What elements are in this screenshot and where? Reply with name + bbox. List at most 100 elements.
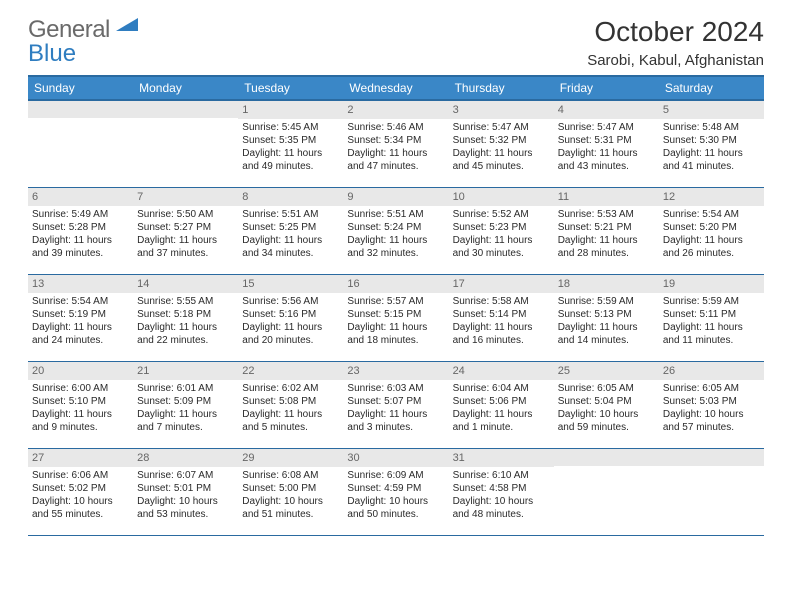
sunrise-text: Sunrise: 5:59 AM <box>558 295 655 308</box>
daylight-text: Daylight: 11 hours and 11 minutes. <box>663 321 760 347</box>
sunset-text: Sunset: 4:59 PM <box>347 482 444 495</box>
day-number: 27 <box>28 449 133 467</box>
sunrise-text: Sunrise: 6:01 AM <box>137 382 234 395</box>
weekday-header: Wednesday <box>343 77 448 99</box>
sunset-text: Sunset: 5:30 PM <box>663 134 760 147</box>
day-number: 22 <box>238 362 343 380</box>
daylight-text: Daylight: 11 hours and 3 minutes. <box>347 408 444 434</box>
day-number: 15 <box>238 275 343 293</box>
sunset-text: Sunset: 5:21 PM <box>558 221 655 234</box>
sunset-text: Sunset: 5:02 PM <box>32 482 129 495</box>
sunset-text: Sunset: 5:31 PM <box>558 134 655 147</box>
sunset-text: Sunset: 5:18 PM <box>137 308 234 321</box>
day-cell: 14 Sunrise: 5:55 AMSunset: 5:18 PMDayligh… <box>133 275 238 361</box>
daylight-text: Daylight: 10 hours and 53 minutes. <box>137 495 234 521</box>
day-cell: 16Sunrise: 5:57 AMSunset: 5:15 PMDayligh… <box>343 275 448 361</box>
sunset-text: Sunset: 5:34 PM <box>347 134 444 147</box>
day-cell: 2Sunrise: 5:46 AMSunset: 5:34 PMDaylight… <box>343 101 448 187</box>
sunset-text: Sunset: 5:07 PM <box>347 395 444 408</box>
sunset-text: Sunset: 5:11 PM <box>663 308 760 321</box>
sunset-text: Sunset: 5:19 PM <box>32 308 129 321</box>
day-number <box>133 101 238 118</box>
day-cell: 24Sunrise: 6:04 AMSunset: 5:06 PMDayligh… <box>449 362 554 448</box>
daylight-text: Daylight: 11 hours and 47 minutes. <box>347 147 444 173</box>
weeks-container: 1Sunrise: 5:45 AMSunset: 5:35 PMDaylight… <box>28 101 764 536</box>
sunrise-text: Sunrise: 5:52 AM <box>453 208 550 221</box>
day-cell: 1Sunrise: 5:45 AMSunset: 5:35 PMDaylight… <box>238 101 343 187</box>
weekday-header-row: SundayMondayTuesdayWednesdayThursdayFrid… <box>28 75 764 101</box>
daylight-text: Daylight: 10 hours and 48 minutes. <box>453 495 550 521</box>
sunset-text: Sunset: 5:13 PM <box>558 308 655 321</box>
daylight-text: Daylight: 11 hours and 30 minutes. <box>453 234 550 260</box>
day-cell <box>28 101 133 187</box>
sunset-text: Sunset: 5:28 PM <box>32 221 129 234</box>
logo: General Blue <box>28 18 138 66</box>
sunset-text: Sunset: 5:09 PM <box>137 395 234 408</box>
sunrise-text: Sunrise: 5:51 AM <box>242 208 339 221</box>
sunrise-text: Sunrise: 5:51 AM <box>347 208 444 221</box>
sunset-text: Sunset: 4:58 PM <box>453 482 550 495</box>
week-row: 27 Sunrise: 6:06 AMSunset: 5:02 PM Dayligh… <box>28 449 764 536</box>
day-cell: 3Sunrise: 5:47 AMSunset: 5:32 PMDaylight… <box>449 101 554 187</box>
day-cell <box>133 101 238 187</box>
sunrise-text: Sunrise: 5:54 AM <box>663 208 760 221</box>
sunset-text: Sunset: 5:25 PM <box>242 221 339 234</box>
sunrise-text: Sunrise: 6:10 AM <box>453 469 550 482</box>
sunrise-text: Sunrise: 6:08 AM <box>242 469 339 482</box>
weekday-header: Sunday <box>28 77 133 99</box>
day-cell: 25Sunrise: 6:05 AMSunset: 5:04 PMDayligh… <box>554 362 659 448</box>
day-number <box>28 101 133 118</box>
top-bar: General Blue October 2024 Sarobi, Kabul,… <box>28 18 764 69</box>
logo-word2: Blue <box>28 40 76 67</box>
sunset-text: Sunset: 5:03 PM <box>663 395 760 408</box>
day-cell: 19Sunrise: 5:59 AMSunset: 5:11 PMDayligh… <box>659 275 764 361</box>
day-cell: 9Sunrise: 5:51 AMSunset: 5:24 PMDaylight… <box>343 188 448 274</box>
day-number: 20 <box>28 362 133 380</box>
daylight-text: Daylight: 11 hours and 28 minutes. <box>558 234 655 260</box>
week-row: 6Sunrise: 5:49 AMSunset: 5:28 PMDaylight… <box>28 188 764 275</box>
day-number: 24 <box>449 362 554 380</box>
sunset-text: Sunset: 5:15 PM <box>347 308 444 321</box>
sunrise-text: Sunrise: 5:55 AM <box>137 295 234 308</box>
daylight-text: Daylight: 11 hours and 41 minutes. <box>663 147 760 173</box>
day-number: 14 <box>133 275 238 293</box>
sunrise-text: Sunrise: 6:05 AM <box>558 382 655 395</box>
sunset-text: Sunset: 5:20 PM <box>663 221 760 234</box>
daylight-text: Daylight: 11 hours and 16 minutes. <box>453 321 550 347</box>
day-number: 23 <box>343 362 448 380</box>
day-number: 21 <box>133 362 238 380</box>
daylight-text: Daylight: 11 hours and 1 minute. <box>453 408 550 434</box>
sunrise-text: Sunrise: 5:58 AM <box>453 295 550 308</box>
day-cell: 20Sunrise: 6:00 AMSunset: 5:10 PMDayligh… <box>28 362 133 448</box>
sunrise-text: Sunrise: 6:09 AM <box>347 469 444 482</box>
sunset-text: Sunset: 5:27 PM <box>137 221 234 234</box>
day-number: 5 <box>659 101 764 119</box>
daylight-text: Daylight: 11 hours and 49 minutes. <box>242 147 339 173</box>
daylight-text: Daylight: 11 hours and 7 minutes. <box>137 408 234 434</box>
sunrise-text: Sunrise: 5:54 AM <box>32 295 129 308</box>
day-cell: 6Sunrise: 5:49 AMSunset: 5:28 PMDaylight… <box>28 188 133 274</box>
daylight-text: Daylight: 11 hours and 20 minutes. <box>242 321 339 347</box>
week-row: 13Sunrise: 5:54 AMSunset: 5:19 PMDayligh… <box>28 275 764 362</box>
day-number: 30 <box>343 449 448 467</box>
sunset-text: Sunset: 5:08 PM <box>242 395 339 408</box>
sunset-text: Sunset: 5:32 PM <box>453 134 550 147</box>
sunrise-text: Sunrise: 5:45 AM <box>242 121 339 134</box>
day-number: 11 <box>554 188 659 206</box>
daylight-text: Daylight: 10 hours and 50 minutes. <box>347 495 444 521</box>
sunset-text: Sunset: 5:35 PM <box>242 134 339 147</box>
sunrise-text: Sunrise: 5:57 AM <box>347 295 444 308</box>
logo-word1: General <box>28 16 110 43</box>
sunset-text: Sunset: 5:14 PM <box>453 308 550 321</box>
sunset-text: Sunset: 5:16 PM <box>242 308 339 321</box>
daylight-text: Daylight: 11 hours and 26 minutes. <box>663 234 760 260</box>
weekday-header: Friday <box>554 77 659 99</box>
day-number: 19 <box>659 275 764 293</box>
daylight-text: Daylight: 11 hours and 22 minutes. <box>137 321 234 347</box>
day-cell: 15Sunrise: 5:56 AMSunset: 5:16 PMDayligh… <box>238 275 343 361</box>
day-number: 17 <box>449 275 554 293</box>
sunrise-text: Sunrise: 6:06 AM <box>32 469 129 482</box>
daylight-text: Daylight: 10 hours and 51 minutes. <box>242 495 339 521</box>
day-cell: 21 Sunrise: 6:01 AMSunset: 5:09 PMDayligh… <box>133 362 238 448</box>
weekday-header: Tuesday <box>238 77 343 99</box>
